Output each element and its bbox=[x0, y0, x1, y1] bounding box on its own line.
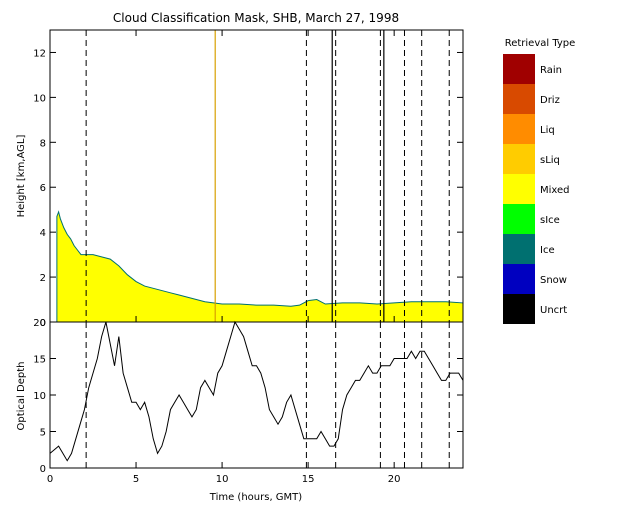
top-y-tick-label: 10 bbox=[33, 93, 46, 104]
top-y-ticks: 0 2 4 6 8 10 12 bbox=[33, 30, 463, 329]
legend-label: Uncrt bbox=[540, 305, 567, 316]
legend-label: Ice bbox=[540, 245, 555, 256]
legend-label: Rain bbox=[540, 65, 562, 76]
legend: Retrieval Type Rain Driz Liq sLiq Mixed sIce I… bbox=[503, 38, 575, 324]
legend-label: Liq bbox=[540, 125, 555, 136]
bottom-x-tick-label: 10 bbox=[216, 474, 229, 485]
optical-depth-line bbox=[49, 320, 464, 462]
bottom-x-tick-label: 15 bbox=[302, 474, 315, 485]
legend-title: Retrieval Type bbox=[505, 38, 576, 49]
bottom-x-tick-label: 5 bbox=[133, 474, 139, 485]
bottom-y-tick-label: 20 bbox=[33, 318, 46, 329]
top-y-tick-label: 6 bbox=[40, 183, 46, 194]
bottom-x-tick-label: 20 bbox=[388, 474, 401, 485]
legend-swatch bbox=[503, 84, 535, 114]
legend-swatch bbox=[503, 54, 535, 84]
legend-swatch bbox=[503, 174, 535, 204]
top-chart-title: Cloud Classification Mask, SHB, March 27… bbox=[113, 11, 399, 25]
bottom-y-tick-label: 5 bbox=[40, 428, 46, 439]
mixed-cloud-area bbox=[56, 210, 464, 323]
top-y-tick-label: 8 bbox=[40, 138, 46, 149]
legend-swatch bbox=[503, 294, 535, 324]
top-y-tick-label: 2 bbox=[40, 273, 46, 284]
top-y-tick-label: 12 bbox=[33, 48, 46, 59]
bottom-y-axis-label: Optical Depth bbox=[16, 362, 27, 431]
bottom-panel: 0 5 10 15 20 0 5 10 15 20 Optical Depth Time (ho… bbox=[16, 318, 464, 503]
legend-label: Driz bbox=[540, 95, 560, 106]
bottom-y-tick-label: 15 bbox=[33, 355, 46, 366]
legend-swatch bbox=[503, 264, 535, 294]
legend-label: sIce bbox=[540, 215, 560, 226]
legend-swatch bbox=[503, 144, 535, 174]
legend-swatch bbox=[503, 114, 535, 144]
bottom-y-tick-label: 10 bbox=[33, 391, 46, 402]
legend-swatch bbox=[503, 204, 535, 234]
legend-items: Rain Driz Liq sLiq Mixed sIce Ice Snow Uncrt bbox=[503, 54, 570, 324]
bottom-x-tick-label: 0 bbox=[47, 474, 53, 485]
bottom-x-ticks: 0 5 10 15 20 bbox=[47, 462, 401, 485]
top-panel: Cloud Classification Mask, SHB, March 27… bbox=[16, 11, 464, 329]
legend-label: sLiq bbox=[540, 155, 560, 166]
legend-label: Snow bbox=[540, 275, 567, 286]
legend-swatch bbox=[503, 234, 535, 264]
legend-label: Mixed bbox=[540, 185, 570, 196]
top-y-tick-label: 0 bbox=[40, 318, 46, 329]
top-plot-area bbox=[56, 30, 464, 323]
bottom-y-tick-label: 0 bbox=[40, 464, 46, 475]
bottom-plot-frame bbox=[49, 321, 464, 469]
top-y-axis-label: Height [km,AGL] bbox=[16, 135, 27, 218]
bottom-plot-area bbox=[49, 320, 464, 468]
bottom-y-ticks: 0 5 10 15 20 bbox=[33, 318, 463, 475]
top-y-tick-label: 4 bbox=[40, 228, 46, 239]
bottom-x-axis-label: Time (hours, GMT) bbox=[209, 492, 303, 503]
